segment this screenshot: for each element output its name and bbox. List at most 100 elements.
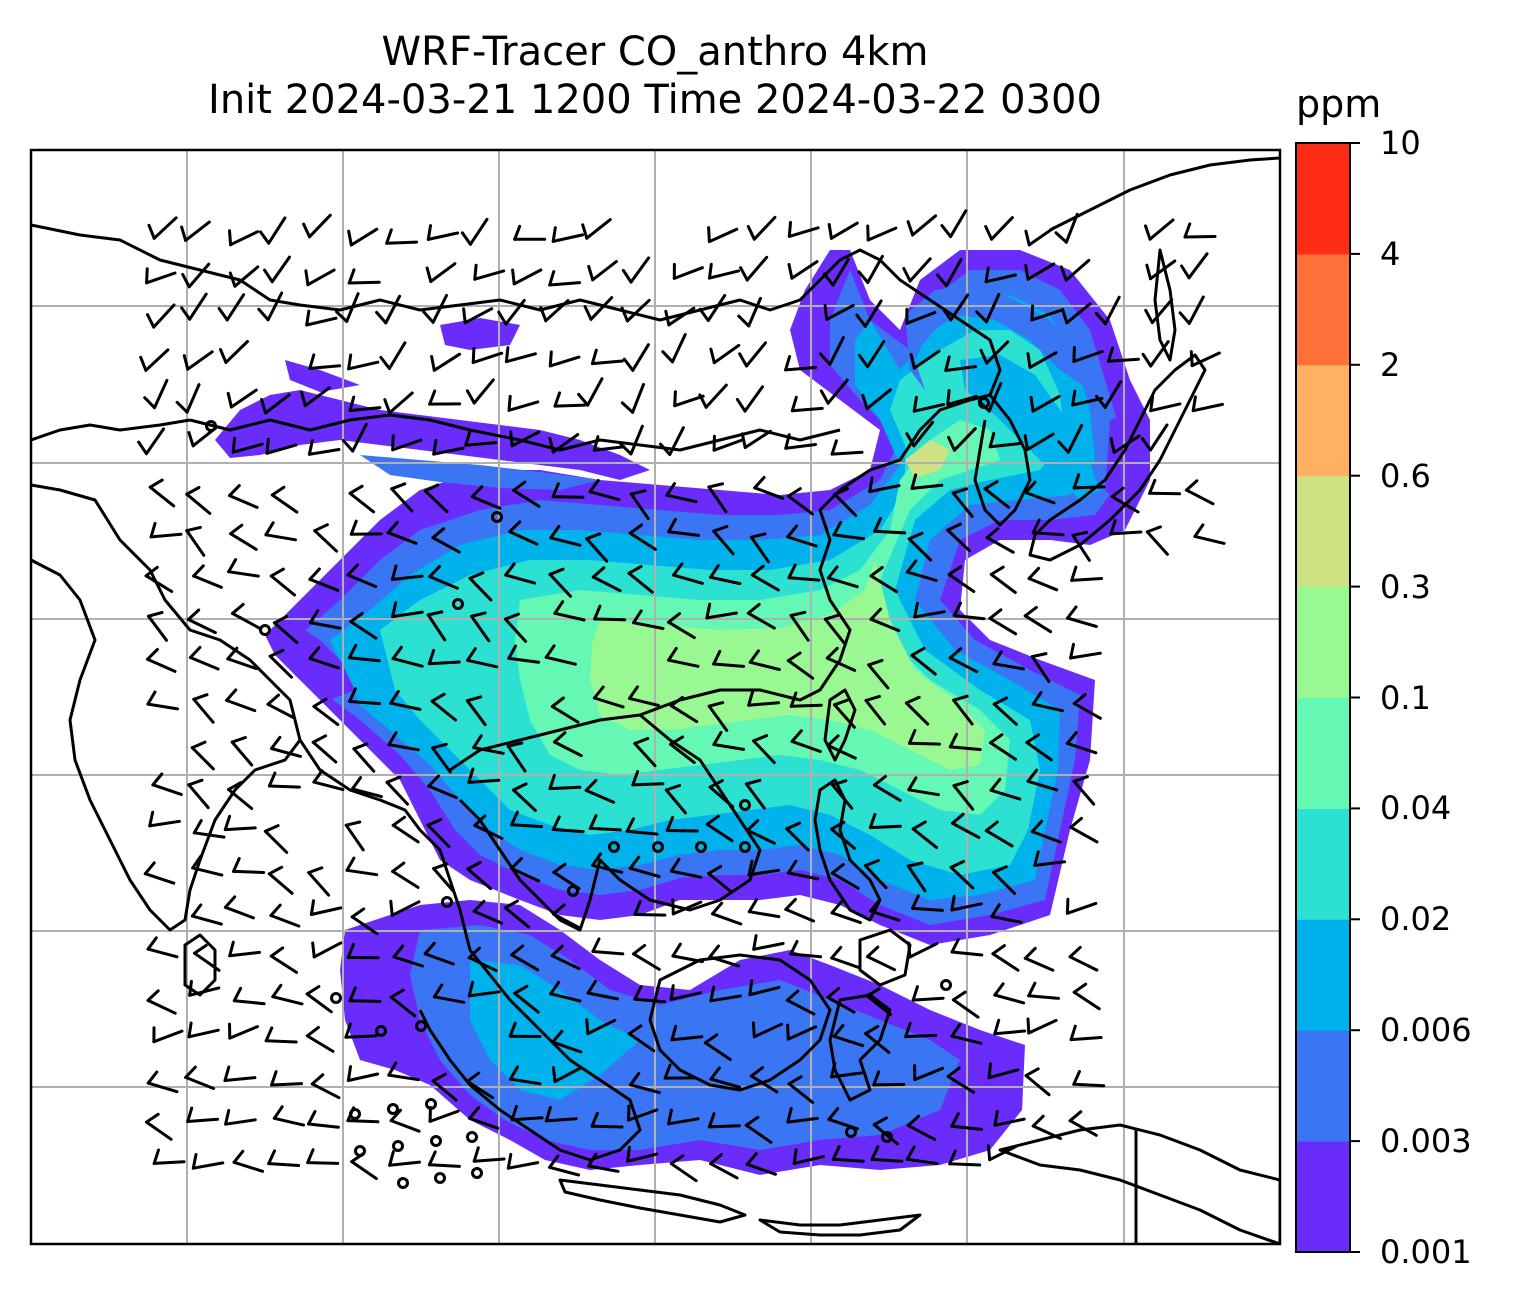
wind-barb-flag — [585, 532, 602, 541]
wind-barb-flag — [550, 696, 565, 708]
wind-barb-flag — [1140, 437, 1152, 452]
wind-barb-flag — [948, 732, 958, 749]
wind-barb — [790, 406, 824, 413]
wind-barb — [312, 704, 340, 727]
wind-barb — [591, 575, 622, 593]
wind-barb — [303, 386, 331, 408]
wind-barb-flag — [913, 601, 919, 619]
wind-barb — [231, 611, 261, 630]
wind-barb — [743, 385, 764, 413]
wind-barb — [626, 1152, 659, 1163]
calm-wind-marker — [441, 896, 453, 908]
wind-barb-flag — [504, 346, 510, 364]
wind-barb-flag — [263, 268, 274, 284]
wind-barb — [625, 298, 651, 323]
wind-barb-flag — [232, 1149, 245, 1164]
wind-barb-flag — [906, 1114, 921, 1127]
wind-barb-flag — [227, 781, 243, 791]
wind-barb — [465, 1079, 495, 1100]
wind-barb-flag — [390, 482, 407, 491]
wind-barb-flag — [823, 613, 841, 621]
wind-barb-flag — [910, 473, 918, 490]
wind-barb — [987, 381, 1003, 413]
wind-barb — [591, 863, 624, 874]
wind-barb — [389, 1119, 421, 1133]
wind-barb — [983, 487, 1011, 509]
wind-barb-flag — [990, 903, 1001, 918]
wind-barb-flag — [906, 220, 915, 237]
wind-barb-flag — [544, 1106, 552, 1123]
wind-barb — [1030, 830, 1062, 844]
wind-barb — [1072, 779, 1096, 806]
wind-barb — [746, 611, 776, 630]
wind-barb — [1183, 235, 1217, 239]
wind-barb — [264, 1039, 298, 1044]
wind-barb — [790, 739, 822, 753]
wind-barb — [712, 343, 741, 365]
wind-barb — [950, 1034, 983, 1045]
wind-barb-flag — [223, 814, 232, 832]
wind-barb — [306, 1161, 340, 1165]
wind-barb-flag — [192, 819, 203, 835]
wind-barb-flag — [659, 442, 672, 456]
wind-barb-flag — [553, 600, 565, 615]
wind-barb-flag — [468, 571, 485, 580]
wind-barb — [703, 1041, 732, 1061]
wind-barb — [152, 216, 178, 240]
wind-barb — [668, 426, 685, 456]
colorbar-segment — [1296, 1030, 1350, 1142]
wind-barb — [912, 403, 946, 413]
wind-barb-flag — [819, 352, 832, 366]
wind-barb-flag — [1027, 566, 1041, 580]
wind-barb — [144, 574, 174, 593]
wind-barb-flag — [591, 852, 603, 867]
calm-wind-marker — [452, 598, 464, 610]
wind-barb — [549, 536, 582, 547]
wind-barb — [1065, 741, 1098, 755]
wind-barb — [186, 618, 217, 635]
wind-barb-flag — [217, 307, 229, 322]
wind-barb-flag — [510, 944, 525, 957]
wind-barb-flag — [391, 861, 406, 873]
wind-barb — [831, 783, 854, 810]
wind-barb — [1072, 990, 1101, 1011]
wind-barb-flag — [984, 225, 994, 241]
wind-barb — [1026, 432, 1055, 451]
wind-barb-flag — [227, 558, 238, 574]
wind-barb — [263, 829, 289, 854]
wind-barb-flag — [223, 1065, 231, 1082]
wind-barb-flag — [786, 1107, 793, 1124]
wind-barb — [906, 1123, 937, 1141]
wind-barb-flag — [940, 224, 953, 239]
wind-barb-flag — [427, 1150, 437, 1167]
wind-barb-flag — [467, 946, 481, 960]
wind-barb-flag — [950, 938, 960, 954]
wind-barb-flag — [709, 985, 716, 1003]
wind-barb-flag — [667, 517, 677, 534]
wind-barb — [229, 388, 258, 409]
wind-barb — [348, 406, 382, 413]
wind-barb-flag — [549, 524, 561, 540]
wind-barb — [143, 872, 176, 885]
wind-barb — [308, 364, 342, 370]
wind-barb — [707, 485, 728, 514]
wind-barb-flag — [389, 899, 394, 917]
wind-barb-flag — [348, 484, 364, 495]
wind-barb-flag — [473, 814, 487, 827]
wind-barb-flag — [1024, 229, 1031, 247]
wind-barb-flag — [344, 820, 362, 827]
wind-barb-flag — [865, 987, 881, 998]
coast-newguinea — [998, 1123, 1280, 1244]
wind-barb-flag — [426, 224, 432, 241]
wind-barb — [1066, 616, 1098, 628]
wind-barb — [553, 1066, 583, 1083]
wind-barb-flag — [830, 900, 843, 915]
wind-barb — [345, 292, 360, 323]
wind-barb-flag — [698, 307, 710, 322]
wind-barb-flag — [833, 487, 850, 496]
wind-barb — [632, 621, 665, 630]
wind-barb — [784, 366, 817, 372]
wind-barb-flag — [300, 390, 307, 408]
colorbar-segment — [1296, 808, 1350, 920]
wind-barb — [513, 991, 540, 1014]
